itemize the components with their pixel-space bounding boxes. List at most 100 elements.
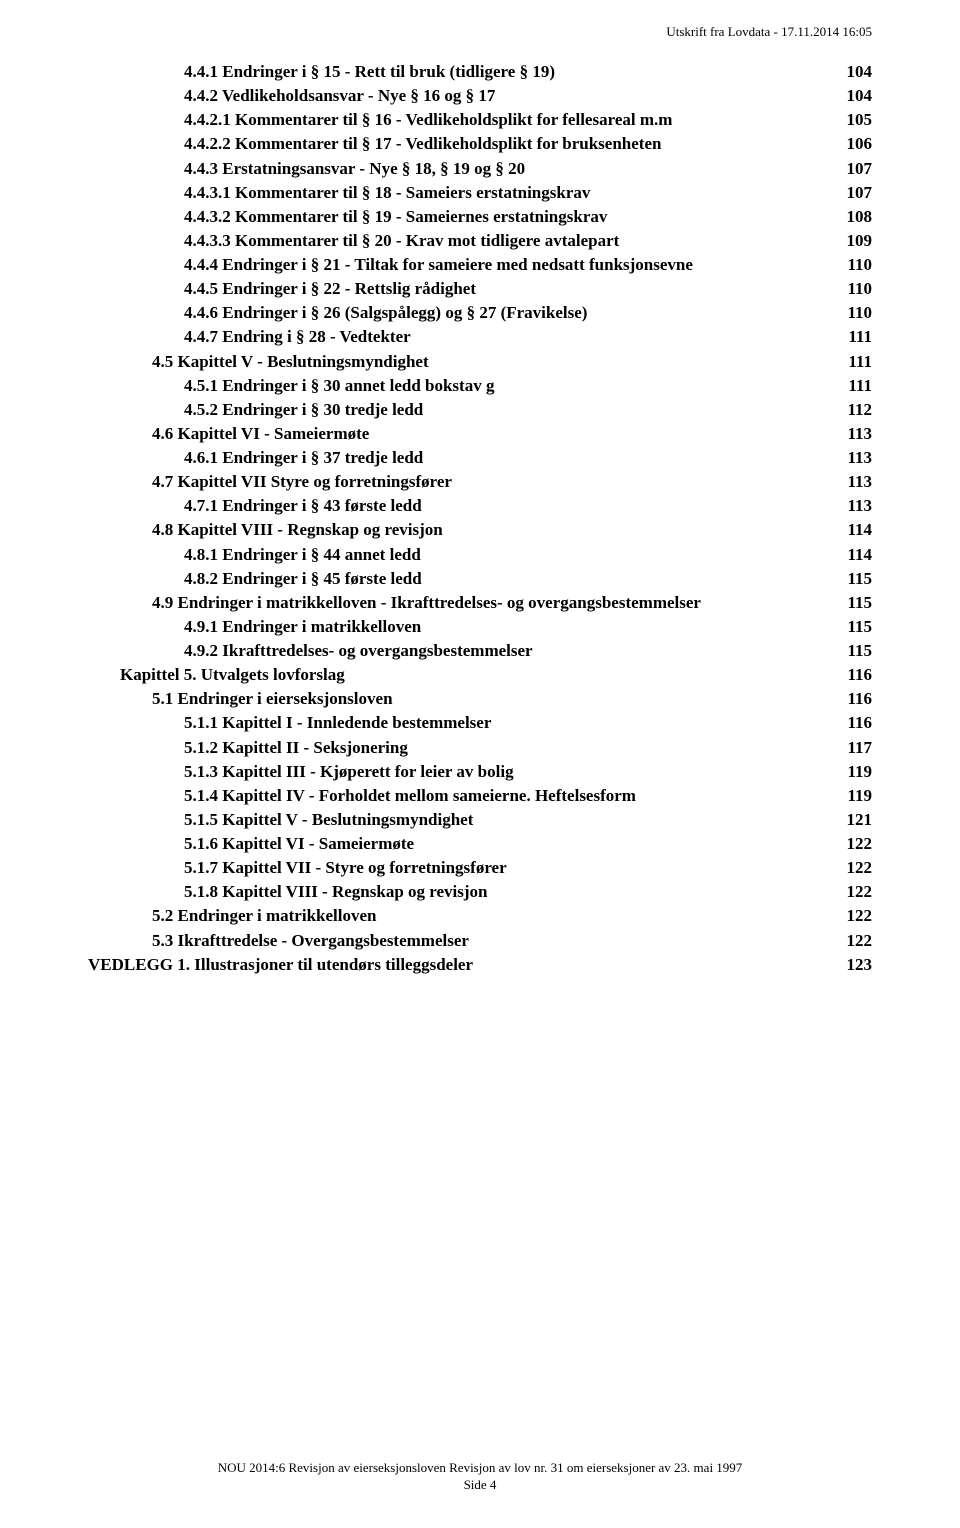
toc-entry-label: 4.8 Kapittel VIII - Regnskap og revisjon [152,518,443,542]
toc-entry: 5.1.5 Kapittel V - Beslutningsmyndighet 1… [88,808,872,832]
toc-entry-page: 104 [847,84,873,108]
toc-entry-label: 5.3 Ikrafttredelse - Overgangsbestemmels… [152,929,469,953]
toc-entry: 5.1.8 Kapittel VIII - Regnskap og revisj… [88,880,872,904]
toc-entry: VEDLEGG 1. Illustrasjoner til utendørs t… [88,953,872,977]
header-print-info: Utskrift fra Lovdata - 17.11.2014 16:05 [666,24,872,40]
toc-entry: 4.8 Kapittel VIII - Regnskap og revisjon… [88,518,872,542]
toc-entry-page: 110 [847,253,872,277]
toc-entry-page: 122 [847,880,873,904]
toc-entry: 5.1.3 Kapittel III - Kjøperett for leier… [88,760,872,784]
toc-entry-label: 4.7.1 Endringer i § 43 første ledd [184,494,422,518]
toc-entry-page: 113 [847,494,872,518]
toc-entry: 4.5 Kapittel V - Beslutningsmyndighet111 [88,350,872,374]
toc-entry-label: 5.1.2 Kapittel II - Seksjonering [184,736,408,760]
toc-entry: 4.4.2 Vedlikeholdsansvar - Nye § 16 og §… [88,84,872,108]
toc-entry-page: 110 [847,301,872,325]
toc-entry-page: 111 [848,325,872,349]
toc-entry-label: 4.4.6 Endringer i § 26 (Salgspålegg) og … [184,301,587,325]
toc-entry-page: 115 [847,591,872,615]
page-footer: NOU 2014:6 Revisjon av eierseksjonsloven… [0,1459,960,1494]
toc-entry-page: 119 [847,784,872,808]
toc-entry-label: 4.4.2 Vedlikeholdsansvar - Nye § 16 og §… [184,84,495,108]
toc-entry-label: 5.1 Endringer i eierseksjonsloven [152,687,393,711]
toc-entry-label: 4.4.2.1 Kommentarer til § 16 - Vedlikeho… [184,108,672,132]
toc-entry-label: 4.5.1 Endringer i § 30 annet ledd boksta… [184,374,494,398]
footer-line-1: NOU 2014:6 Revisjon av eierseksjonsloven… [0,1459,960,1477]
toc-entry-page: 107 [847,157,873,181]
toc-entry: 5.1 Endringer i eierseksjonsloven 116 [88,687,872,711]
toc-entry-label: 4.4.2.2 Kommentarer til § 17 - Vedlikeho… [184,132,661,156]
toc-entry: 5.1.4 Kapittel IV - Forholdet mellom sam… [88,784,872,808]
footer-line-2: Side 4 [0,1476,960,1494]
toc-entry-label: 4.9 Endringer i matrikkelloven - Ikraftt… [152,591,701,615]
toc-entry-page: 104 [847,60,873,84]
toc-entry-label: 4.9.2 Ikrafttredelses- og overgangsbeste… [184,639,533,663]
toc-entry-page: 115 [847,615,872,639]
toc-entry: 4.4.2.2 Kommentarer til § 17 - Vedlikeho… [88,132,872,156]
toc-entry-page: 116 [847,687,872,711]
toc-entry-page: 110 [847,277,872,301]
toc-entry-page: 113 [847,470,872,494]
toc-entry: 4.7 Kapittel VII Styre og forretningsfør… [88,470,872,494]
toc-entry: 4.4.6 Endringer i § 26 (Salgspålegg) og … [88,301,872,325]
toc-entry-label: 4.4.5 Endringer i § 22 - Rettslig rådigh… [184,277,476,301]
toc-entry-page: 108 [847,205,873,229]
toc-entry: Kapittel 5. Utvalgets lovforslag116 [88,663,872,687]
toc-entry-label: 5.1.4 Kapittel IV - Forholdet mellom sam… [184,784,636,808]
toc-entry-label: 4.8.2 Endringer i § 45 første ledd [184,567,422,591]
toc-entry: 4.4.4 Endringer i § 21 - Tiltak for same… [88,253,872,277]
toc-entry-page: 112 [847,398,872,422]
toc-entry: 4.4.5 Endringer i § 22 - Rettslig rådigh… [88,277,872,301]
toc-entry-label: 5.2 Endringer i matrikkelloven [152,904,376,928]
toc-entry: 5.2 Endringer i matrikkelloven 122 [88,904,872,928]
toc-entry-label: 4.4.7 Endring i § 28 - Vedtekter [184,325,411,349]
toc-entry: 4.9 Endringer i matrikkelloven - Ikraftt… [88,591,872,615]
toc-entry-label: 4.8.1 Endringer i § 44 annet ledd [184,543,421,567]
toc-entry: 4.4.2.1 Kommentarer til § 16 - Vedlikeho… [88,108,872,132]
toc-entry: 4.4.3.2 Kommentarer til § 19 - Sameierne… [88,205,872,229]
toc-entry-label: 4.6.1 Endringer i § 37 tredje ledd [184,446,423,470]
toc-entry-label: 4.4.3 Erstatningsansvar - Nye § 18, § 19… [184,157,525,181]
toc-entry-page: 109 [847,229,873,253]
toc-entry-page: 117 [847,736,872,760]
toc-entry-page: 114 [847,543,872,567]
toc-entry: 5.1.2 Kapittel II - Seksjonering 117 [88,736,872,760]
toc-entry-page: 119 [847,760,872,784]
toc-entry-page: 123 [847,953,873,977]
toc-entry-page: 106 [847,132,873,156]
toc-entry-page: 105 [847,108,873,132]
toc-entry-label: 5.1.1 Kapittel I - Innledende bestemmels… [184,711,491,735]
toc-entry: 4.6.1 Endringer i § 37 tredje ledd 113 [88,446,872,470]
toc-entry-page: 115 [847,639,872,663]
toc-entry-page: 111 [848,374,872,398]
toc-entry: 5.1.1 Kapittel I - Innledende bestemmels… [88,711,872,735]
toc-entry: 4.4.7 Endring i § 28 - Vedtekter 111 [88,325,872,349]
toc-entry-label: 5.1.7 Kapittel VII - Styre og forretning… [184,856,507,880]
toc-entry-label: 4.4.4 Endringer i § 21 - Tiltak for same… [184,253,693,277]
toc-entry-label: 4.4.3.2 Kommentarer til § 19 - Sameierne… [184,205,607,229]
toc-entry-page: 113 [847,446,872,470]
toc-entry-page: 122 [847,904,873,928]
page: Utskrift fra Lovdata - 17.11.2014 16:05 … [0,0,960,1528]
toc-entry: 4.5.1 Endringer i § 30 annet ledd boksta… [88,374,872,398]
toc-entry-page: 122 [847,929,873,953]
toc-entry: 4.6 Kapittel VI - Sameiermøte113 [88,422,872,446]
toc-entry-page: 121 [847,808,873,832]
toc-entry-label: 5.1.6 Kapittel VI - Sameiermøte [184,832,414,856]
table-of-contents: 4.4.1 Endringer i § 15 - Rett til bruk (… [88,60,872,977]
toc-entry-label: 4.9.1 Endringer i matrikkelloven [184,615,421,639]
toc-entry-label: 4.7 Kapittel VII Styre og forretningsfør… [152,470,452,494]
toc-entry-label: 4.5.2 Endringer i § 30 tredje ledd [184,398,423,422]
toc-entry-page: 107 [847,181,873,205]
toc-entry-label: 4.5 Kapittel V - Beslutningsmyndighet [152,350,429,374]
toc-entry: 4.7.1 Endringer i § 43 første ledd 113 [88,494,872,518]
toc-entry-page: 115 [847,567,872,591]
toc-entry-label: 5.1.5 Kapittel V - Beslutningsmyndighet [184,808,473,832]
toc-entry-label: 5.1.3 Kapittel III - Kjøperett for leier… [184,760,514,784]
toc-entry-label: Kapittel 5. Utvalgets lovforslag [120,663,345,687]
toc-entry-label: 4.6 Kapittel VI - Sameiermøte [152,422,369,446]
toc-entry: 4.9.1 Endringer i matrikkelloven 115 [88,615,872,639]
toc-entry: 4.4.1 Endringer i § 15 - Rett til bruk (… [88,60,872,84]
toc-entry: 5.3 Ikrafttredelse - Overgangsbestemmels… [88,929,872,953]
toc-entry-label: VEDLEGG 1. Illustrasjoner til utendørs t… [88,953,473,977]
